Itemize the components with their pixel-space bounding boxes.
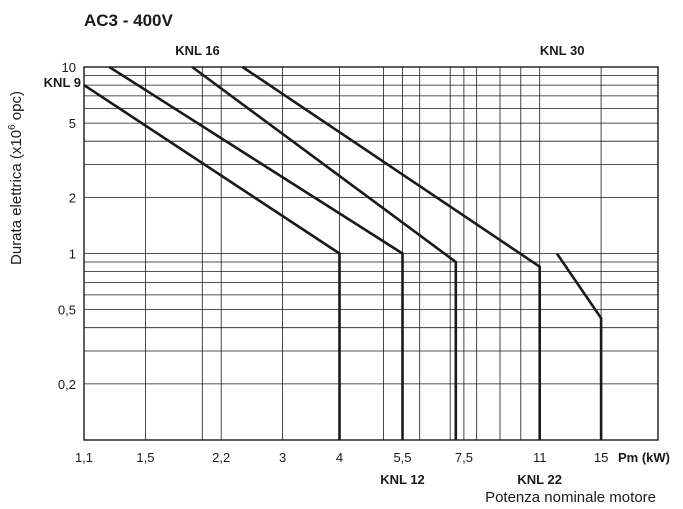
y-tick-label: 10 bbox=[62, 60, 76, 75]
x-tick-label: 1,1 bbox=[75, 450, 93, 465]
series-line-knl-12 bbox=[108, 65, 404, 440]
x-tick-label: 2,2 bbox=[212, 450, 230, 465]
x-tick-label: 5,5 bbox=[393, 450, 411, 465]
x-tick-label: 4 bbox=[336, 450, 343, 465]
x-tick-label: 3 bbox=[279, 450, 286, 465]
x-tick-label: 11 bbox=[533, 450, 547, 465]
y-tick-labels: 10 5 2 1 0,5 0,2 bbox=[58, 60, 76, 392]
plot-frame bbox=[83, 66, 659, 441]
series-label-knl-12: KNL 12 bbox=[380, 472, 425, 487]
series-label-knl-16: KNL 16 bbox=[175, 43, 220, 58]
grid-lines bbox=[83, 66, 658, 441]
x-tick-labels: 1,1 1,5 2,2 3 4 5,5 7,5 11 15 bbox=[75, 450, 608, 465]
series-curves bbox=[83, 65, 603, 440]
x-tick-label: 7,5 bbox=[455, 450, 473, 465]
x-tick-label: 15 bbox=[594, 450, 608, 465]
y-axis-label: Durata elettrica (x106 opc) bbox=[7, 91, 25, 265]
series-labels: KNL 9 KNL 16 KNL 30 KNL 12 KNL 22 bbox=[44, 43, 585, 487]
x-tick-label: 1,5 bbox=[136, 450, 154, 465]
series-line-knl-30 bbox=[555, 252, 603, 440]
y-axis-label-superscript: 6 bbox=[7, 124, 18, 130]
y-tick-label: 0,2 bbox=[58, 377, 76, 392]
y-tick-label: 5 bbox=[69, 116, 76, 131]
y-tick-label: 2 bbox=[69, 190, 76, 205]
series-line-knl-22 bbox=[241, 65, 542, 440]
series-label-knl-30: KNL 30 bbox=[540, 43, 585, 58]
series-label-knl-9: KNL 9 bbox=[44, 75, 81, 90]
x-axis-label: Potenza nominale motore bbox=[485, 489, 656, 506]
y-tick-label: 0,5 bbox=[58, 303, 76, 318]
chart-title: AC3 - 400V bbox=[84, 11, 173, 30]
series-label-knl-22: KNL 22 bbox=[517, 472, 562, 487]
y-axis-label-end: opc) bbox=[8, 91, 25, 124]
y-axis-label-main: Durata elettrica (x10 bbox=[8, 130, 25, 265]
y-tick-label: 1 bbox=[69, 247, 76, 262]
series-line-knl-16 bbox=[191, 65, 458, 440]
x-unit-label: Pm (kW) bbox=[618, 450, 670, 465]
series-line-knl-9 bbox=[83, 84, 341, 440]
